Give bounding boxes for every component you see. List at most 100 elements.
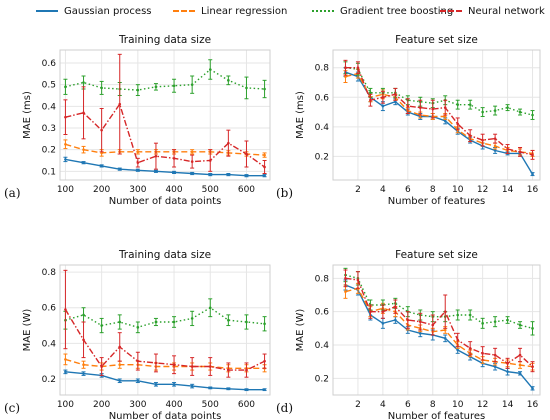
data-point bbox=[172, 383, 176, 386]
data-point bbox=[443, 328, 447, 332]
data-point bbox=[531, 172, 534, 176]
data-point bbox=[406, 104, 410, 108]
series-neural-network bbox=[343, 269, 535, 373]
data-point bbox=[493, 353, 497, 357]
data-point bbox=[208, 306, 212, 310]
y-tick-label: 0.2 bbox=[42, 375, 56, 385]
plot-frame bbox=[59, 49, 271, 181]
y-axis-label: MAE (W) bbox=[22, 309, 33, 352]
y-tick-label: 0.8 bbox=[42, 268, 57, 278]
y-tick-label: 0.8 bbox=[315, 64, 330, 74]
data-point bbox=[518, 363, 522, 367]
series-line bbox=[64, 309, 265, 371]
x-tick-label: 200 bbox=[93, 185, 110, 195]
data-point bbox=[190, 83, 194, 86]
x-tick-label: 100 bbox=[57, 185, 74, 195]
data-point bbox=[443, 115, 447, 118]
data-point bbox=[100, 86, 103, 90]
data-point bbox=[100, 128, 103, 132]
legend-label: Gaussian process bbox=[64, 6, 152, 17]
data-point bbox=[531, 153, 534, 157]
data-point bbox=[64, 358, 67, 361]
data-point bbox=[64, 115, 67, 119]
legend-item-gradient-tree-boosting: Gradient tree boosting bbox=[312, 6, 453, 17]
x-tick-label: 4 bbox=[380, 185, 386, 195]
x-axis-label: Number of data points bbox=[109, 411, 222, 420]
data-point bbox=[245, 86, 248, 90]
legend-swatch-linear-regression bbox=[173, 10, 195, 12]
data-point bbox=[227, 79, 230, 82]
data-point bbox=[443, 119, 447, 123]
x-tick-label: 2 bbox=[355, 400, 361, 410]
series-linear-regression bbox=[343, 68, 535, 157]
series-gradient-tree-boosting bbox=[63, 298, 267, 334]
data-point bbox=[394, 100, 397, 104]
x-tick-label: 8 bbox=[430, 400, 436, 410]
x-tick-label: 300 bbox=[129, 400, 146, 410]
legend-item-gaussian-process: Gaussian process bbox=[36, 6, 152, 17]
data-point bbox=[418, 106, 422, 109]
data-point bbox=[344, 290, 347, 293]
data-point bbox=[493, 320, 497, 323]
series-neural-network bbox=[63, 53, 267, 174]
data-point bbox=[418, 332, 422, 335]
data-point bbox=[245, 388, 248, 391]
data-point bbox=[518, 110, 522, 114]
y-tick-label: 0.2 bbox=[42, 146, 56, 156]
data-point bbox=[100, 365, 103, 368]
series-line bbox=[345, 66, 533, 156]
data-point bbox=[443, 310, 447, 313]
series-neural-network bbox=[63, 269, 267, 378]
series-line bbox=[65, 358, 265, 369]
series-gaussian-process bbox=[63, 156, 267, 178]
y-tick-label: 0.1 bbox=[42, 167, 56, 177]
y-tick-label: 0.6 bbox=[315, 93, 330, 103]
data-point bbox=[381, 322, 385, 325]
y-axis-label: MAE (W) bbox=[295, 309, 306, 352]
series-line bbox=[65, 68, 265, 91]
data-point bbox=[82, 313, 85, 317]
data-point bbox=[344, 66, 347, 70]
y-tick-label: 0.3 bbox=[42, 124, 56, 134]
data-point bbox=[82, 363, 85, 367]
chart-title: Training data size bbox=[118, 249, 211, 261]
data-point bbox=[456, 122, 459, 126]
legend: Gaussian process Linear regression Gradi… bbox=[0, 0, 550, 28]
y-tick-label: 0.2 bbox=[315, 152, 329, 162]
series-gaussian-process bbox=[63, 369, 267, 392]
data-point bbox=[118, 167, 122, 171]
series-gradient-tree-boosting bbox=[63, 59, 267, 100]
data-point bbox=[493, 365, 497, 368]
data-point bbox=[369, 310, 372, 313]
data-point bbox=[82, 148, 85, 151]
data-point bbox=[154, 361, 158, 365]
legend-label: Gradient tree boosting bbox=[340, 6, 454, 17]
data-point bbox=[369, 91, 372, 95]
x-tick-label: 400 bbox=[165, 400, 182, 410]
data-point bbox=[263, 322, 266, 326]
y-tick-label: 0.4 bbox=[315, 123, 330, 133]
data-point bbox=[245, 174, 248, 177]
series-line bbox=[65, 143, 265, 156]
series-line bbox=[345, 72, 533, 155]
data-point bbox=[443, 106, 447, 109]
legend-swatch-gradient-tree-boosting bbox=[312, 10, 334, 12]
x-tick-label: 6 bbox=[405, 185, 411, 195]
data-point bbox=[227, 141, 230, 145]
data-point bbox=[227, 387, 230, 391]
series-line bbox=[345, 274, 533, 329]
panel-label-d: (d) bbox=[276, 401, 294, 415]
series-line bbox=[345, 67, 533, 116]
data-point bbox=[136, 359, 140, 363]
data-point bbox=[344, 277, 347, 280]
data-point bbox=[493, 109, 497, 112]
x-tick-label: 10 bbox=[452, 185, 464, 195]
data-point bbox=[531, 365, 534, 368]
data-point bbox=[381, 95, 385, 99]
data-point bbox=[172, 320, 176, 324]
x-tick-label: 14 bbox=[502, 400, 514, 410]
data-point bbox=[227, 173, 230, 176]
series-line bbox=[345, 287, 533, 368]
data-point bbox=[82, 372, 85, 375]
